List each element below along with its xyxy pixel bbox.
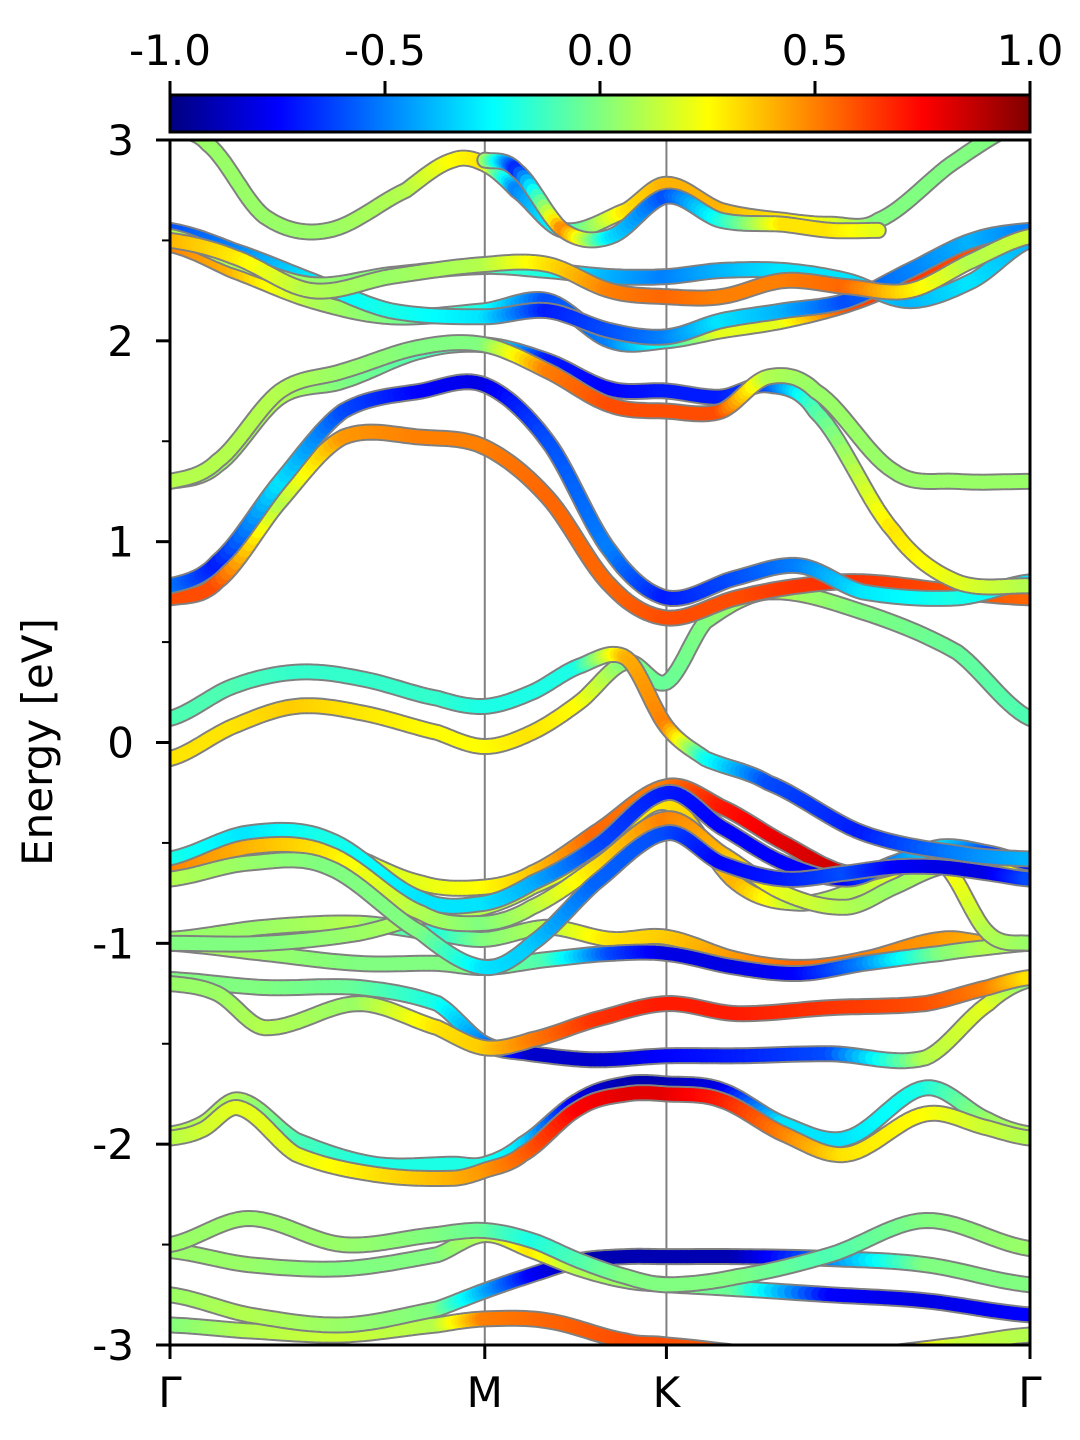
band-6 — [170, 1084, 1030, 1187]
band-segment — [732, 1352, 739, 1353]
band-segment — [869, 1354, 876, 1355]
colorbar-tick-label: -0.5 — [344, 26, 426, 75]
band-19 — [170, 373, 1030, 607]
band-segment — [689, 1341, 709, 1345]
band-26 — [182, 140, 1005, 241]
colorbar-tick-label: 1.0 — [997, 26, 1064, 75]
band-segment — [924, 1340, 943, 1345]
colorbar-tick-labels: -1.0 -0.5 0.0 0.5 1.0 — [129, 26, 1063, 75]
colorbar-tick-label: -1.0 — [129, 26, 211, 75]
band-8 — [170, 969, 1030, 1057]
band-segment — [912, 1342, 929, 1345]
band-segment — [890, 1352, 897, 1353]
band-segment — [876, 1354, 883, 1355]
band-segment — [697, 1342, 715, 1345]
band-segment — [192, 140, 206, 144]
band-segment — [746, 1353, 753, 1354]
band-segment — [883, 1353, 890, 1354]
band-segment — [713, 1343, 727, 1345]
colorbar-tick-label: 0.5 — [782, 26, 849, 75]
colorbar-ticks — [168, 81, 1032, 95]
band-21 — [170, 334, 1030, 491]
band-segment — [754, 1354, 761, 1355]
bands — [170, 140, 1030, 1355]
band-segment — [906, 1343, 921, 1345]
band-segment — [705, 1342, 721, 1345]
band-17 — [170, 645, 1030, 868]
band-16 — [170, 583, 1030, 768]
band-segment — [722, 1344, 729, 1345]
band-27 — [476, 151, 887, 249]
band-15 — [170, 824, 1030, 977]
band-4 — [170, 1210, 1030, 1294]
band-segment — [901, 1344, 904, 1345]
band-segment — [918, 1341, 936, 1345]
band-segment — [191, 140, 202, 142]
colorbar-tick-label: 0.0 — [567, 26, 634, 75]
band-25 — [170, 227, 1030, 307]
band-segment — [930, 1340, 950, 1345]
band-segment — [682, 1340, 702, 1345]
colorbar-gradient — [168, 93, 1032, 134]
band-segment — [902, 1344, 914, 1345]
colorbar: -1.0 -0.5 0.0 0.5 1.0 — [129, 26, 1063, 134]
band-segment — [988, 140, 1001, 143]
band-segment — [739, 1353, 746, 1354]
